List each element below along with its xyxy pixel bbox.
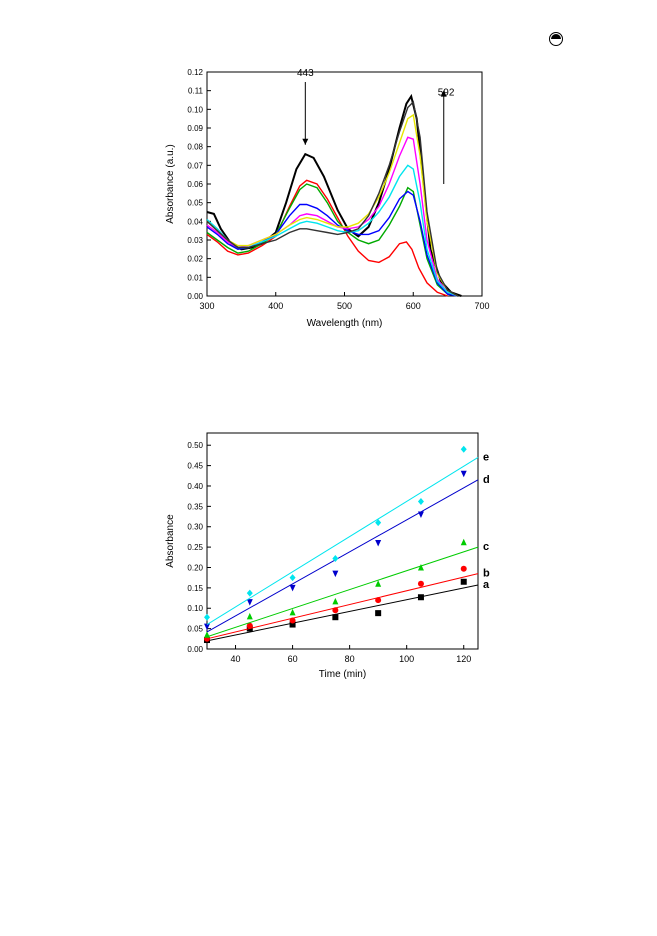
data-point-c <box>204 631 210 638</box>
spectrum-line-2 <box>206 179 448 297</box>
absorbance-time-chart: 40 60 80 100 120 0.00 0.05 0.10 0.15 0.20 0.25 0.30… <box>160 425 500 690</box>
series-label-b: b <box>483 568 490 580</box>
data-point-d <box>417 511 424 519</box>
arrow-down-head <box>302 138 309 145</box>
data-point-e <box>246 589 253 597</box>
x-tick-label: 60 <box>288 654 298 664</box>
fit-line-b <box>206 573 479 640</box>
y-tick-label: 0.03 <box>187 236 203 245</box>
series-label-a: a <box>483 579 490 591</box>
y-axis-label: Absorbance <box>165 514 176 568</box>
spectrum-line-8 <box>206 100 459 297</box>
circle-half-icon <box>549 32 563 46</box>
y-tick-label: 0.45 <box>187 462 203 471</box>
data-point-c <box>289 608 296 616</box>
y-tick-label: 0.01 <box>187 273 203 282</box>
fit-line-c <box>206 546 479 638</box>
data-point-e <box>375 519 382 527</box>
data-point-a <box>332 614 339 621</box>
data-point-a <box>375 610 382 617</box>
series-label-d: d <box>483 474 490 486</box>
spectrum-line-1 <box>206 93 462 297</box>
data-point-e <box>417 497 424 505</box>
fit-line-e <box>206 457 479 625</box>
data-point-d <box>246 599 253 606</box>
y-tick-label: 0.10 <box>187 105 203 114</box>
x-tick-label: 40 <box>231 654 241 664</box>
x-tick-label: 100 <box>399 654 414 664</box>
data-point-d <box>460 470 467 478</box>
data-point-e <box>460 445 467 453</box>
data-point-c <box>375 580 382 587</box>
data-point-d <box>375 540 382 547</box>
data-point-b <box>289 617 296 624</box>
plot-frame <box>206 432 479 650</box>
y-tick-label: 0.00 <box>187 645 203 654</box>
series-label-e: e <box>483 451 489 463</box>
data-point-d <box>204 623 210 631</box>
y-tick-label: 0.06 <box>187 180 203 189</box>
plot-frame <box>206 71 483 297</box>
y-tick-label: 0.09 <box>187 124 203 133</box>
data-point-c <box>246 612 253 620</box>
x-tick-label: 80 <box>345 654 355 664</box>
x-axis-label: Time (min) <box>319 669 366 680</box>
data-point-a <box>417 594 424 601</box>
data-point-b <box>417 580 424 587</box>
x-tick-label: 120 <box>456 654 471 664</box>
data-point-d <box>332 570 339 578</box>
y-tick-label: 0.12 <box>187 68 203 77</box>
x-tick-label: 700 <box>474 301 489 311</box>
data-point-c <box>332 597 339 605</box>
x-axis-label: Wavelength (nm) <box>307 318 383 329</box>
y-tick-label: 0.10 <box>187 604 203 613</box>
data-point-b <box>246 622 253 629</box>
data-point-c <box>460 538 467 546</box>
y-tick-label: 0.35 <box>187 502 203 511</box>
series-label-c: c <box>483 541 489 553</box>
y-tick-label: 0.07 <box>187 161 203 170</box>
data-point-a <box>460 578 467 585</box>
data-point-b <box>375 597 382 604</box>
y-tick-label: 0.04 <box>187 217 203 226</box>
data-point-e <box>332 555 339 563</box>
y-tick-label: 0.30 <box>187 523 203 532</box>
data-point-c <box>417 563 424 571</box>
arrow-up-head <box>440 90 447 97</box>
y-tick-label: 0.15 <box>187 584 203 593</box>
x-tick-label: 600 <box>406 301 421 311</box>
annotation-592: 592 <box>438 88 455 99</box>
x-tick-label: 500 <box>337 301 352 311</box>
uv-vis-spectrum-svg: 300 400 500 600 700 0.00 0.01 0.02 0.03 0.04 0.05 0… <box>165 68 490 329</box>
fit-line-d <box>206 479 479 633</box>
y-tick-label: 0.05 <box>187 625 203 634</box>
y-tick-label: 0.50 <box>187 441 203 450</box>
x-tick-label: 300 <box>199 301 214 311</box>
data-point-b <box>460 565 467 572</box>
y-axis-label: Absorbance (a.u.) <box>165 144 176 224</box>
y-tick-label: 0.05 <box>187 199 203 208</box>
data-point-a <box>289 621 296 628</box>
spectrum-line-7 <box>206 113 459 297</box>
y-tick-label: 0.00 <box>187 292 203 301</box>
x-tick-label: 400 <box>268 301 283 311</box>
data-point-e <box>289 574 296 582</box>
y-tick-label: 0.11 <box>188 87 204 96</box>
y-tick-label: 0.02 <box>187 255 203 264</box>
y-tick-label: 0.25 <box>187 543 203 552</box>
y-tick-label: 0.40 <box>187 482 203 491</box>
uv-vis-spectrum-chart: 300 400 500 600 700 0.00 0.01 0.02 0.03 0.04 0.05 0… <box>160 60 500 335</box>
y-tick-label: 0.20 <box>187 563 203 572</box>
annotation-443: 443 <box>297 68 314 79</box>
absorbance-time-svg: 40 60 80 100 120 0.00 0.05 0.10 0.15 0.20 0.25 0.30… <box>165 432 490 680</box>
y-tick-label: 0.08 <box>187 143 203 152</box>
data-point-e <box>204 613 210 621</box>
data-point-d <box>289 584 296 592</box>
data-point-b <box>332 607 339 614</box>
